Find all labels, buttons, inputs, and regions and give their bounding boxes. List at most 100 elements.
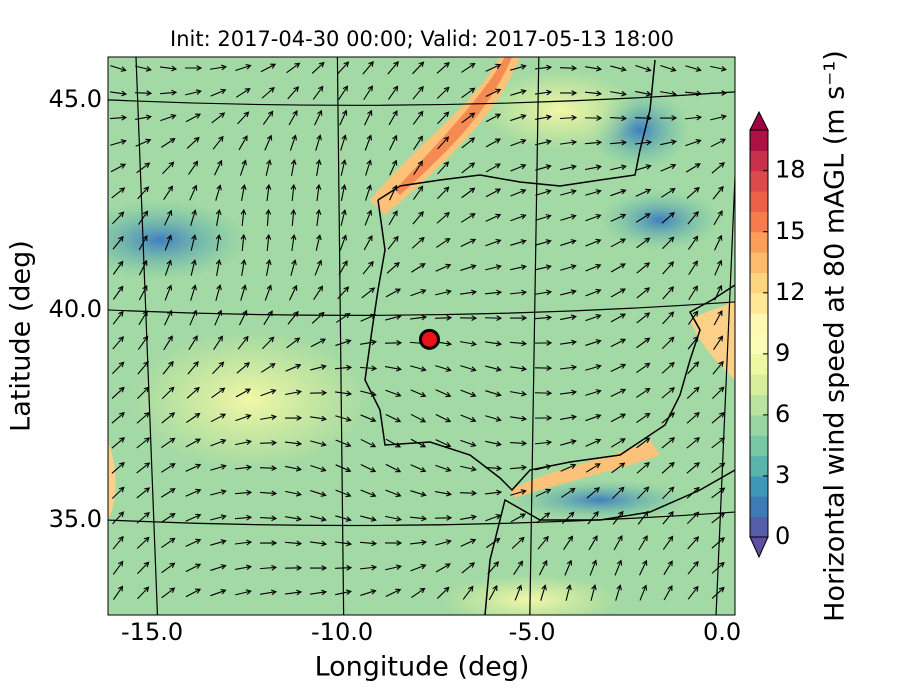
wind-arrow	[485, 238, 502, 247]
wind-arrow	[534, 390, 553, 396]
wind-arrow	[337, 286, 350, 300]
wind-arrow	[614, 559, 623, 576]
wind-arrow	[290, 259, 297, 276]
wind-arrow	[240, 184, 247, 201]
colorbar-tick-label: 15	[775, 217, 806, 245]
wind-arrow	[485, 188, 502, 198]
wind-arrow	[235, 589, 252, 596]
wind-arrow	[586, 487, 600, 499]
colorbar-segment	[750, 252, 768, 273]
wind-arrow	[310, 338, 327, 348]
wind-arrow	[662, 236, 675, 250]
wind-arrow	[436, 61, 450, 74]
colorbar: 0 3 6 9 12 15 18	[749, 110, 806, 559]
wind-arrow	[164, 284, 173, 301]
wind-arrow	[215, 209, 222, 226]
wind-arrow	[459, 315, 478, 321]
wind-arrow	[235, 439, 252, 446]
wind-arrow	[559, 364, 578, 371]
wind-arrow	[111, 437, 125, 449]
wind-arrow	[534, 340, 553, 346]
wind-arrow	[240, 208, 247, 227]
wind-arrow	[309, 540, 328, 547]
colorbar-segment	[750, 191, 768, 212]
wind-arrow	[636, 387, 651, 398]
wind-arrow	[486, 537, 501, 548]
wind-arrow	[588, 535, 598, 551]
wind-arrow	[436, 212, 450, 224]
wind-arrow	[137, 561, 150, 575]
wind-arrow	[360, 515, 377, 522]
wind-arrows	[109, 61, 728, 601]
wind-arrow	[412, 185, 424, 200]
wind-arrow	[265, 159, 272, 176]
wind-arrow	[188, 160, 199, 175]
wind-arrow	[310, 364, 327, 371]
colorbar-extend-top	[749, 110, 769, 131]
wind-arrow	[315, 159, 322, 176]
wind-arrow	[314, 259, 323, 276]
wind-arrow	[685, 139, 702, 147]
graticule	[108, 57, 735, 615]
wind-arrow	[560, 264, 577, 271]
colorbar-tick-label: 0	[775, 522, 790, 550]
wind-arrow	[213, 335, 224, 350]
wind-arrow	[385, 288, 402, 298]
wind-arrow	[535, 164, 552, 171]
wind-arrow	[510, 239, 527, 246]
wind-arrow	[662, 510, 674, 525]
wind-arrow	[387, 61, 399, 75]
wind-arrow	[360, 489, 377, 498]
wind-arrow	[409, 539, 428, 546]
wind-arrow	[639, 559, 648, 576]
wind-arrow	[636, 287, 651, 299]
wind-arrow	[111, 187, 126, 199]
wind-arrow	[410, 365, 427, 372]
wind-arrow	[535, 214, 552, 221]
wind-arrow	[637, 486, 650, 500]
wind-arrow	[309, 565, 328, 571]
wind-arrow	[412, 61, 425, 75]
wind-arrow	[162, 360, 174, 375]
wind-arrow	[636, 237, 651, 249]
wind-arrow	[235, 88, 251, 98]
wind-arrow	[285, 490, 302, 497]
wind-arrow	[215, 184, 222, 201]
wind-arrow	[335, 339, 352, 347]
wind-arrow	[313, 285, 324, 300]
wind-arrow	[636, 437, 651, 449]
wind-arrow	[411, 587, 426, 598]
wind-arrow	[188, 335, 198, 351]
wind-arrow	[611, 486, 625, 499]
wind-arrow	[235, 414, 252, 422]
wind-arrow	[662, 535, 674, 550]
wind-arrow	[560, 139, 578, 146]
wind-arrow	[485, 365, 502, 372]
parallel	[108, 301, 735, 316]
wind-arrow	[410, 490, 427, 497]
wind-arrow	[340, 159, 347, 176]
wind-arrow	[510, 188, 527, 197]
coastline	[364, 59, 735, 615]
colorbar-segment	[750, 313, 768, 334]
wind-arrow	[585, 164, 602, 171]
wind-arrow	[585, 313, 602, 322]
wind-arrow	[111, 486, 125, 499]
wind-arrow	[535, 189, 552, 196]
wind-arrow	[112, 235, 124, 250]
wind-arrow	[186, 412, 201, 423]
wind-arrow	[584, 115, 603, 121]
wind-arrow	[262, 110, 274, 125]
wind-arrow	[662, 261, 675, 275]
wind-arrow	[285, 389, 302, 396]
colorbar-segment	[750, 414, 768, 436]
wind-arrow	[510, 415, 528, 422]
wind-arrow	[215, 284, 222, 301]
wind-arrow	[412, 85, 424, 100]
wind-arrow	[560, 439, 577, 446]
wind-arrow	[361, 287, 376, 299]
wind-arrow	[661, 361, 675, 374]
wind-arrow	[663, 560, 673, 576]
wind-arrow	[460, 389, 477, 398]
wind-arrow	[190, 209, 197, 226]
